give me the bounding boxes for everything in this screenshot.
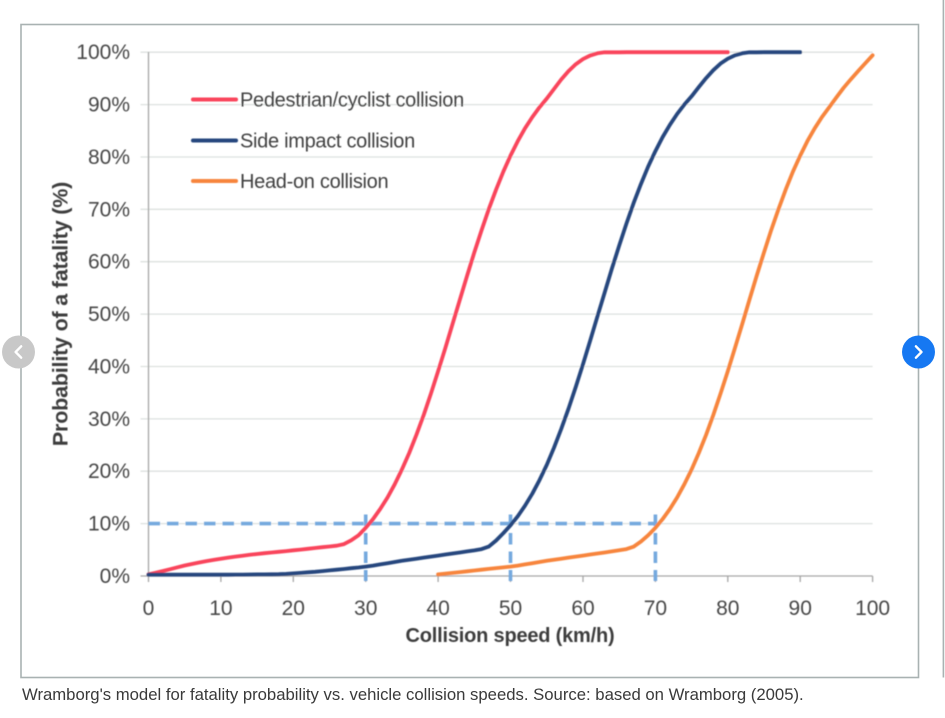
svg-text:90: 90 [789, 597, 812, 620]
svg-text:80%: 80% [88, 146, 130, 169]
svg-text:100: 100 [855, 597, 890, 620]
svg-text:10%: 10% [88, 513, 130, 536]
svg-text:30%: 30% [88, 408, 130, 431]
svg-text:Head-on collision: Head-on collision [240, 171, 388, 193]
svg-text:50%: 50% [88, 303, 130, 326]
svg-text:10: 10 [209, 597, 232, 620]
svg-text:30: 30 [354, 597, 377, 620]
svg-text:70: 70 [644, 597, 667, 620]
svg-text:Collision speed (km/h): Collision speed (km/h) [406, 625, 615, 647]
svg-text:20%: 20% [88, 460, 130, 483]
svg-text:20: 20 [282, 597, 305, 620]
svg-text:40: 40 [426, 597, 449, 620]
svg-text:0: 0 [143, 597, 155, 620]
svg-text:Wramborg's model for fatality: Wramborg's model for fatality probabilit… [22, 685, 804, 704]
svg-text:50: 50 [499, 597, 522, 620]
svg-text:Side impact collision: Side impact collision [240, 131, 415, 153]
svg-text:40%: 40% [88, 356, 130, 379]
svg-text:80: 80 [716, 597, 739, 620]
svg-text:100%: 100% [76, 41, 130, 64]
svg-text:90%: 90% [88, 94, 130, 117]
svg-text:Pedestrian/cyclist collision: Pedestrian/cyclist collision [240, 90, 464, 112]
svg-text:0%: 0% [100, 565, 130, 588]
svg-text:70%: 70% [88, 198, 130, 221]
svg-text:60%: 60% [88, 251, 130, 274]
svg-text:60: 60 [571, 597, 594, 620]
svg-text:Probability of a fatality (%): Probability of a fatality (%) [49, 182, 73, 446]
